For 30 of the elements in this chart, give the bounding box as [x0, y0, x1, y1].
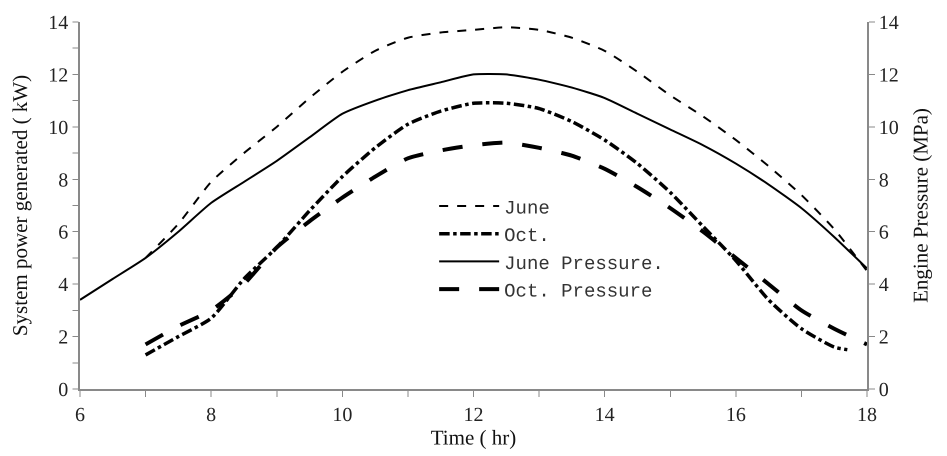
y-tick-label: 10	[48, 116, 68, 139]
y2-tick-label: 2	[878, 326, 889, 349]
x-tick-label: 10	[332, 404, 352, 426]
y2-tick-label: 4	[878, 274, 889, 296]
y2-tick-label: 10	[878, 116, 899, 139]
legend-label: June Pressure.	[504, 252, 664, 275]
x-tick-label: 6	[75, 404, 85, 426]
legend-label: Oct.	[504, 225, 550, 248]
y2-tick-label: 12	[878, 64, 899, 86]
x-tick-label: 16	[726, 404, 746, 426]
x-tick-label: 12	[464, 404, 484, 426]
y-tick-label: 4	[58, 274, 68, 296]
x-axis-title: Time ( hr)	[430, 426, 516, 450]
y2-axis-title: Engine Pressure (MPa)	[908, 108, 932, 303]
y-tick-label: 8	[58, 169, 68, 192]
y2-tick-label: 6	[878, 222, 889, 244]
y2-tick-label: 8	[878, 169, 889, 192]
x-tick-label: 8	[206, 404, 216, 426]
y-axis-title: System power generated ( kW)	[8, 74, 32, 336]
legend-label: June	[504, 197, 550, 220]
y-tick-label: 14	[48, 12, 68, 34]
y2-tick-label: 0	[878, 379, 889, 401]
y-tick-label: 6	[58, 222, 68, 244]
y-tick-label: 0	[58, 379, 68, 401]
legend-label: Oct. Pressure	[504, 280, 652, 303]
y2-tick-label: 14	[878, 12, 899, 34]
y-tick-label: 2	[58, 326, 68, 349]
y-tick-label: 12	[48, 64, 68, 86]
x-tick-label: 14	[594, 404, 615, 426]
x-tick-label: 18	[857, 404, 877, 426]
